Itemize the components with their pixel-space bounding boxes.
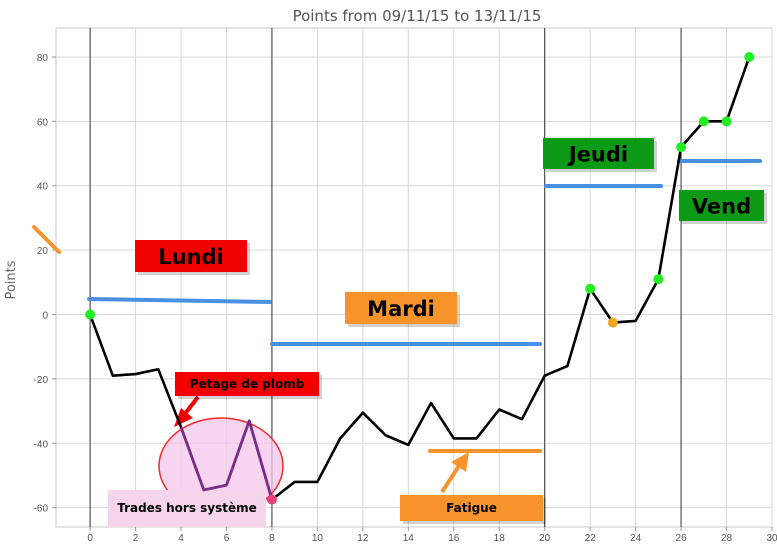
highlighted-segment-line xyxy=(179,419,274,500)
petage-arrow-shaft xyxy=(182,395,200,417)
annotation-box xyxy=(175,372,319,396)
x-tick-label: 20 xyxy=(539,533,551,544)
annotation-box xyxy=(543,138,654,169)
annotation-box xyxy=(135,240,247,272)
y-tick-label: 60 xyxy=(37,117,49,128)
annotation-text: Trades hors système xyxy=(117,501,257,515)
annotation-text: Vend xyxy=(692,195,751,219)
data-point-marker xyxy=(744,51,755,62)
x-tick-label: 16 xyxy=(448,533,460,544)
annotation-text: Lundi xyxy=(158,245,224,269)
x-axis-ticks: 0 2 4 6 8 10 12 14 16 18 20 22 24 26 28 30 xyxy=(87,527,777,544)
y-tick-label: 0 xyxy=(42,311,48,322)
annotation-box xyxy=(679,190,764,221)
annotation-text: Jeudi xyxy=(567,143,628,167)
y-axis-label: Points xyxy=(4,260,19,299)
annotation-decorations xyxy=(32,159,762,527)
data-markers xyxy=(85,51,755,505)
data-point-marker xyxy=(676,142,687,153)
y-tick-label: 20 xyxy=(37,246,49,257)
annotation-text: Petage de plomb xyxy=(190,377,305,391)
y-tick-label: -60 xyxy=(34,504,49,515)
y-tick-label: 40 xyxy=(37,182,49,193)
chart-title: Points from 09/11/15 to 13/11/15 xyxy=(293,7,542,25)
y-tick-label: -20 xyxy=(34,375,49,386)
x-tick-label: 10 xyxy=(312,533,324,544)
x-tick-label: 8 xyxy=(269,533,275,544)
fatigue-arrowhead xyxy=(451,452,469,472)
x-tick-label: 4 xyxy=(178,533,184,544)
data-point-marker xyxy=(698,116,709,127)
data-point-marker xyxy=(653,274,664,285)
annotation-text: Fatigue xyxy=(446,501,497,515)
y-tick-label: 80 xyxy=(37,53,49,64)
blue-level-line xyxy=(87,297,272,304)
x-tick-label: 28 xyxy=(721,533,733,544)
trades-label-background xyxy=(108,490,266,527)
annotation-labels: Lundi Mardi Jeudi Vend Petage de plomb Trades… xyxy=(117,138,767,524)
y-axis-ticks: -60 -40 -20 0 20 40 60 80 xyxy=(34,53,56,515)
y-tick-label: -40 xyxy=(34,439,49,450)
annotation-box xyxy=(400,495,543,521)
orange-tick-stroke xyxy=(32,225,61,254)
data-point-marker xyxy=(721,116,732,127)
x-tick-label: 12 xyxy=(357,533,369,544)
x-tick-label: 14 xyxy=(403,533,415,544)
data-point-marker xyxy=(85,309,96,320)
x-tick-label: 6 xyxy=(224,533,230,544)
x-tick-label: 0 xyxy=(87,533,93,544)
annotation-box xyxy=(345,292,457,324)
x-tick-label: 30 xyxy=(766,533,777,544)
series-lines xyxy=(88,56,751,501)
data-point-marker xyxy=(607,317,618,328)
x-tick-label: 24 xyxy=(630,533,642,544)
annotation-text: Mardi xyxy=(367,297,435,321)
x-tick-label: 2 xyxy=(133,533,139,544)
x-tick-label: 22 xyxy=(585,533,597,544)
x-tick-label: 18 xyxy=(494,533,506,544)
data-point-marker xyxy=(585,283,596,294)
x-tick-label: 26 xyxy=(676,533,688,544)
data-point-marker xyxy=(266,494,277,505)
